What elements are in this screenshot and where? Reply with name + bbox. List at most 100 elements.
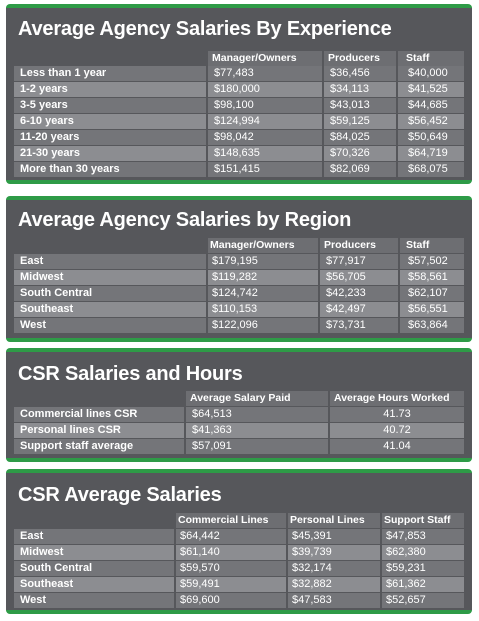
cell-bg <box>208 286 318 301</box>
table-cell: $119,282 <box>212 271 258 283</box>
table-cell: $61,140 <box>180 546 220 558</box>
cell-bg <box>208 130 322 145</box>
table-cell: $98,100 <box>214 99 254 111</box>
cell-bg <box>186 407 328 422</box>
table-cell: $77,483 <box>214 67 254 79</box>
cell-bg <box>208 302 318 317</box>
table-cell: $42,497 <box>326 303 366 315</box>
table-cell: $151,415 <box>214 163 260 175</box>
column-header: Staff <box>406 52 430 64</box>
cell-bg <box>208 82 322 97</box>
row-label: Midwest <box>20 271 64 283</box>
row-label: Personal lines CSR <box>20 424 121 436</box>
cell-bg <box>398 130 464 145</box>
column-header: Support Staff <box>384 514 451 526</box>
cell-bg <box>324 82 396 97</box>
column-header: Producers <box>324 239 376 251</box>
table-cell: $68,075 <box>408 163 448 175</box>
row-label-bg <box>14 146 206 161</box>
cell-bg <box>176 593 286 608</box>
table-cell: $56,452 <box>408 115 448 127</box>
table-cell: 41.73 <box>383 408 411 420</box>
table-cell: $34,113 <box>330 83 369 95</box>
cell-bg <box>208 318 318 333</box>
column-header: Manager/Owners <box>210 239 295 251</box>
column-header: Producers <box>328 52 380 64</box>
row-label-bg <box>14 423 184 438</box>
table-cell: $59,570 <box>180 562 220 574</box>
table-cell: $84,025 <box>330 131 370 143</box>
row-label-bg <box>14 82 206 97</box>
cell-bg <box>330 439 464 454</box>
table-cell: $39,739 <box>292 546 332 558</box>
row-label-bg <box>14 577 174 592</box>
table-cell: $56,551 <box>408 303 448 315</box>
table-cell: $124,994 <box>214 115 260 127</box>
cell-bg <box>382 529 464 544</box>
row-label: 6-10 years <box>20 115 74 127</box>
table-cell: $36,456 <box>330 67 370 79</box>
csr-average-title: CSR Average Salaries <box>18 484 222 506</box>
cell-bg <box>320 318 398 333</box>
row-label: Southeast <box>20 578 74 590</box>
row-label: West <box>20 319 47 331</box>
cell-bg <box>320 270 398 285</box>
table-cell: $45,391 <box>292 530 332 542</box>
region-title: Average Agency Salaries by Region <box>18 209 352 231</box>
cell-bg <box>400 318 464 333</box>
cell-bg <box>208 162 322 177</box>
header-cell-bg <box>186 391 328 406</box>
row-label-bg <box>14 114 206 129</box>
header-cell-bg <box>330 391 464 406</box>
row-label-bg <box>14 545 174 560</box>
cell-bg <box>208 98 322 113</box>
table-cell: $64,719 <box>408 147 448 159</box>
row-label-bg <box>14 162 206 177</box>
cell-bg <box>176 545 286 560</box>
table-cell: $52,657 <box>386 594 426 606</box>
table-cell: $62,107 <box>408 287 448 299</box>
experience-panel: Average Agency Salaries By Experience Ma… <box>6 4 472 184</box>
row-label: Support staff average <box>20 440 134 452</box>
table-cell: $73,731 <box>326 319 366 331</box>
row-label-bg <box>14 98 206 113</box>
cell-bg <box>288 593 380 608</box>
table-cell: $58,561 <box>408 271 448 283</box>
table-cell: $32,174 <box>292 562 332 574</box>
cell-bg <box>208 66 322 81</box>
table-cell: 41.04 <box>383 440 411 452</box>
table-cell: $62,380 <box>386 546 426 558</box>
cell-bg <box>208 270 318 285</box>
cell-bg <box>288 529 380 544</box>
row-label-bg <box>14 270 206 285</box>
table-cell: $56,705 <box>326 271 366 283</box>
table-cell: $59,491 <box>180 578 220 590</box>
table-cell: $41,363 <box>192 424 232 436</box>
table-cell: $180,000 <box>214 83 260 95</box>
row-label-bg <box>14 407 184 422</box>
column-header: Commercial Lines <box>178 514 269 526</box>
cell-bg <box>382 561 464 576</box>
header-cell-bg <box>382 513 464 528</box>
row-label: South Central <box>20 287 93 299</box>
table-cell: $50,649 <box>408 131 448 143</box>
table-cell: $61,362 <box>386 578 426 590</box>
row-label-bg <box>14 439 184 454</box>
row-label: Midwest <box>20 546 64 558</box>
cell-bg <box>330 407 464 422</box>
cell-bg <box>208 254 318 269</box>
table-cell: $110,153 <box>212 303 258 315</box>
row-label: Less than 1 year <box>20 67 107 79</box>
table-cell: $64,442 <box>180 530 220 542</box>
header-cell-bg <box>320 238 398 253</box>
cell-bg <box>400 286 464 301</box>
header-cell-bg <box>324 51 396 66</box>
table-cell: $122,096 <box>212 319 258 331</box>
table-cell: $43,013 <box>330 99 370 111</box>
row-label-bg <box>14 130 206 145</box>
column-header: Average Hours Worked <box>334 392 450 404</box>
csr-hours-title: CSR Salaries and Hours <box>18 363 243 385</box>
column-header: Personal Lines <box>290 514 365 526</box>
table-cell: $69,600 <box>180 594 220 606</box>
table-cell: $82,069 <box>330 163 370 175</box>
